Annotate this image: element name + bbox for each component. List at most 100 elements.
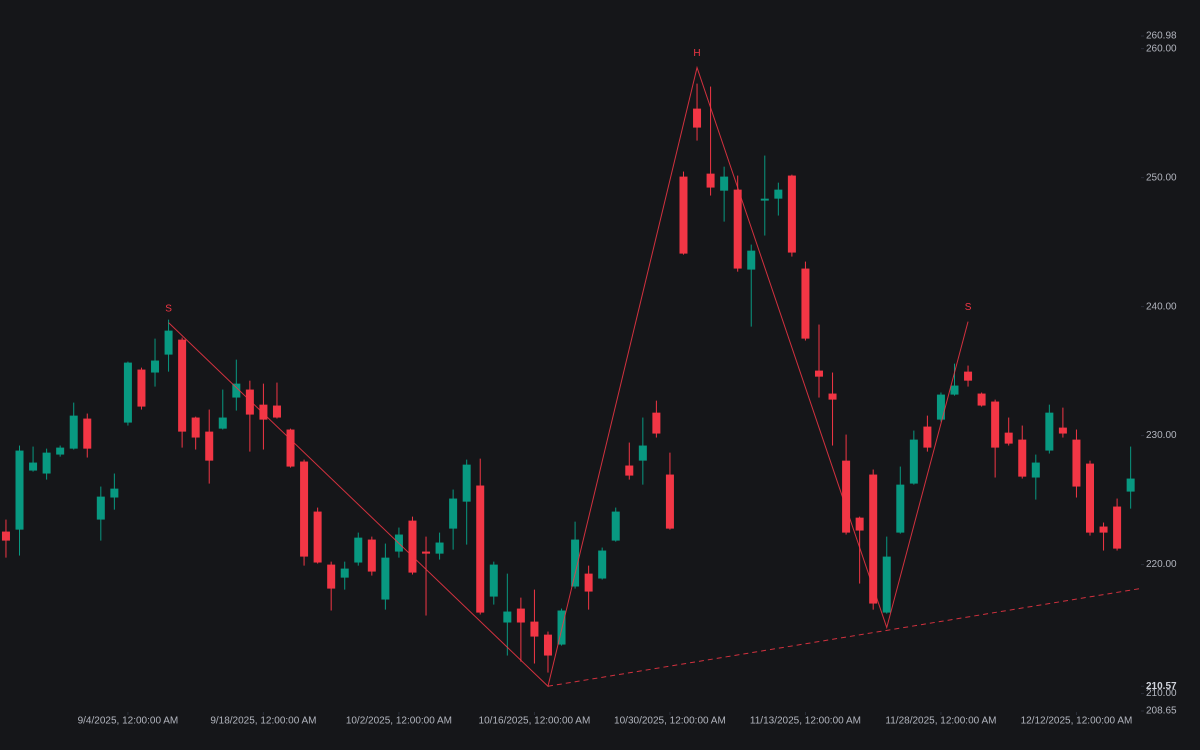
- candle-body: [178, 339, 187, 432]
- candle-body: [842, 460, 851, 533]
- candle-body: [571, 539, 580, 587]
- candle-body: [896, 484, 905, 533]
- candle-body: [137, 369, 146, 407]
- x-tick-label: 11/28/2025, 12:00:00 AM: [885, 716, 996, 727]
- candle-body: [422, 551, 431, 554]
- candle-body: [300, 461, 309, 557]
- candle-body: [964, 371, 973, 381]
- candle-body: [1018, 439, 1027, 477]
- candle-body: [435, 542, 444, 554]
- candle-body: [110, 488, 119, 498]
- candle-body: [462, 464, 471, 502]
- candle-body: [286, 429, 295, 467]
- candle-body: [625, 465, 634, 476]
- candle-body: [638, 445, 647, 461]
- candle-body: [367, 539, 376, 572]
- candle-body: [801, 268, 810, 339]
- candle-body: [1, 531, 10, 541]
- candle-body: [855, 517, 864, 531]
- candle-body: [83, 418, 92, 449]
- pattern-label: S: [965, 302, 972, 313]
- candle-body: [327, 564, 336, 589]
- candle-body: [530, 621, 539, 637]
- candle-body: [1099, 526, 1108, 533]
- candle-body: [693, 108, 702, 128]
- candle-body: [652, 412, 661, 434]
- neckline: [547, 588, 1141, 687]
- y-tick-label: 260.98: [1146, 31, 1177, 42]
- candle-body: [923, 426, 932, 448]
- pattern-label: S: [165, 303, 172, 314]
- y-tick-label: 230.00: [1146, 430, 1177, 441]
- y-tick-label: 260.00: [1146, 43, 1177, 54]
- x-tick-label: 10/2/2025, 12:00:00 AM: [346, 716, 452, 727]
- candle-body: [476, 485, 485, 613]
- candle-body: [503, 611, 512, 623]
- candle-body: [774, 189, 783, 199]
- candle-body: [205, 431, 214, 461]
- candle-body: [313, 511, 322, 563]
- candle-body: [69, 415, 78, 449]
- candle-body: [991, 401, 1000, 448]
- candle-body: [598, 550, 607, 579]
- x-tick-label: 12/12/2025, 12:00:00 AM: [1021, 716, 1133, 727]
- pattern-line: [168, 65, 969, 688]
- candle-body: [56, 447, 65, 455]
- x-tick-label: 10/30/2025, 12:00:00 AM: [614, 716, 726, 727]
- candle-body: [665, 474, 674, 529]
- candle-body: [950, 385, 959, 395]
- candle-body: [1072, 439, 1081, 487]
- candle-body: [787, 175, 796, 253]
- candle-body: [272, 405, 281, 418]
- candle-body: [936, 394, 945, 420]
- y-tick-label: 210.00: [1146, 688, 1177, 699]
- y-tick-label: 240.00: [1146, 301, 1177, 312]
- candle-body: [449, 498, 458, 529]
- candle-body: [164, 330, 173, 355]
- candle-body: [882, 556, 891, 613]
- candle-body: [42, 452, 51, 474]
- candle-body: [760, 198, 769, 201]
- candle-body: [1126, 478, 1135, 492]
- candle-body: [1031, 462, 1040, 478]
- pattern-label: H: [693, 48, 700, 59]
- candle-body: [232, 383, 241, 398]
- candle-body: [516, 608, 525, 623]
- candle-body: [1085, 463, 1094, 533]
- x-tick-label: 10/16/2025, 12:00:00 AM: [479, 716, 591, 727]
- candle-body: [869, 474, 878, 604]
- y-tick-label: 208.65: [1146, 706, 1177, 717]
- candle-body: [909, 439, 918, 484]
- candle-body: [96, 496, 105, 520]
- y-tick-label: 250.00: [1146, 172, 1177, 183]
- candle-body: [543, 634, 552, 656]
- candle-body: [15, 450, 24, 530]
- candle-body: [977, 393, 986, 406]
- candle-body: [408, 520, 417, 573]
- x-tick-label: 9/18/2025, 12:00:00 AM: [210, 716, 316, 727]
- candle-body: [747, 250, 756, 270]
- candle-body: [123, 362, 132, 423]
- candle-body: [1113, 506, 1122, 549]
- candle-body: [340, 568, 349, 578]
- candle-body: [584, 573, 593, 592]
- candle-body: [245, 389, 254, 415]
- y-tick-label: 210.57: [1146, 681, 1177, 692]
- candle-body: [489, 564, 498, 597]
- candle-body: [611, 511, 620, 541]
- candle-body: [29, 462, 38, 471]
- candle-body: [1058, 427, 1067, 434]
- y-tick-label: 220.00: [1146, 559, 1177, 570]
- candle-body: [259, 404, 268, 420]
- candle-body: [191, 417, 200, 438]
- candle-body: [381, 557, 390, 600]
- candle-body: [354, 537, 363, 563]
- x-tick-label: 9/4/2025, 12:00:00 AM: [78, 716, 179, 727]
- candle-body: [1045, 412, 1054, 451]
- candle-body: [828, 393, 837, 400]
- candle-body: [218, 417, 227, 429]
- candle-body: [814, 370, 823, 377]
- candle-body: [733, 189, 742, 269]
